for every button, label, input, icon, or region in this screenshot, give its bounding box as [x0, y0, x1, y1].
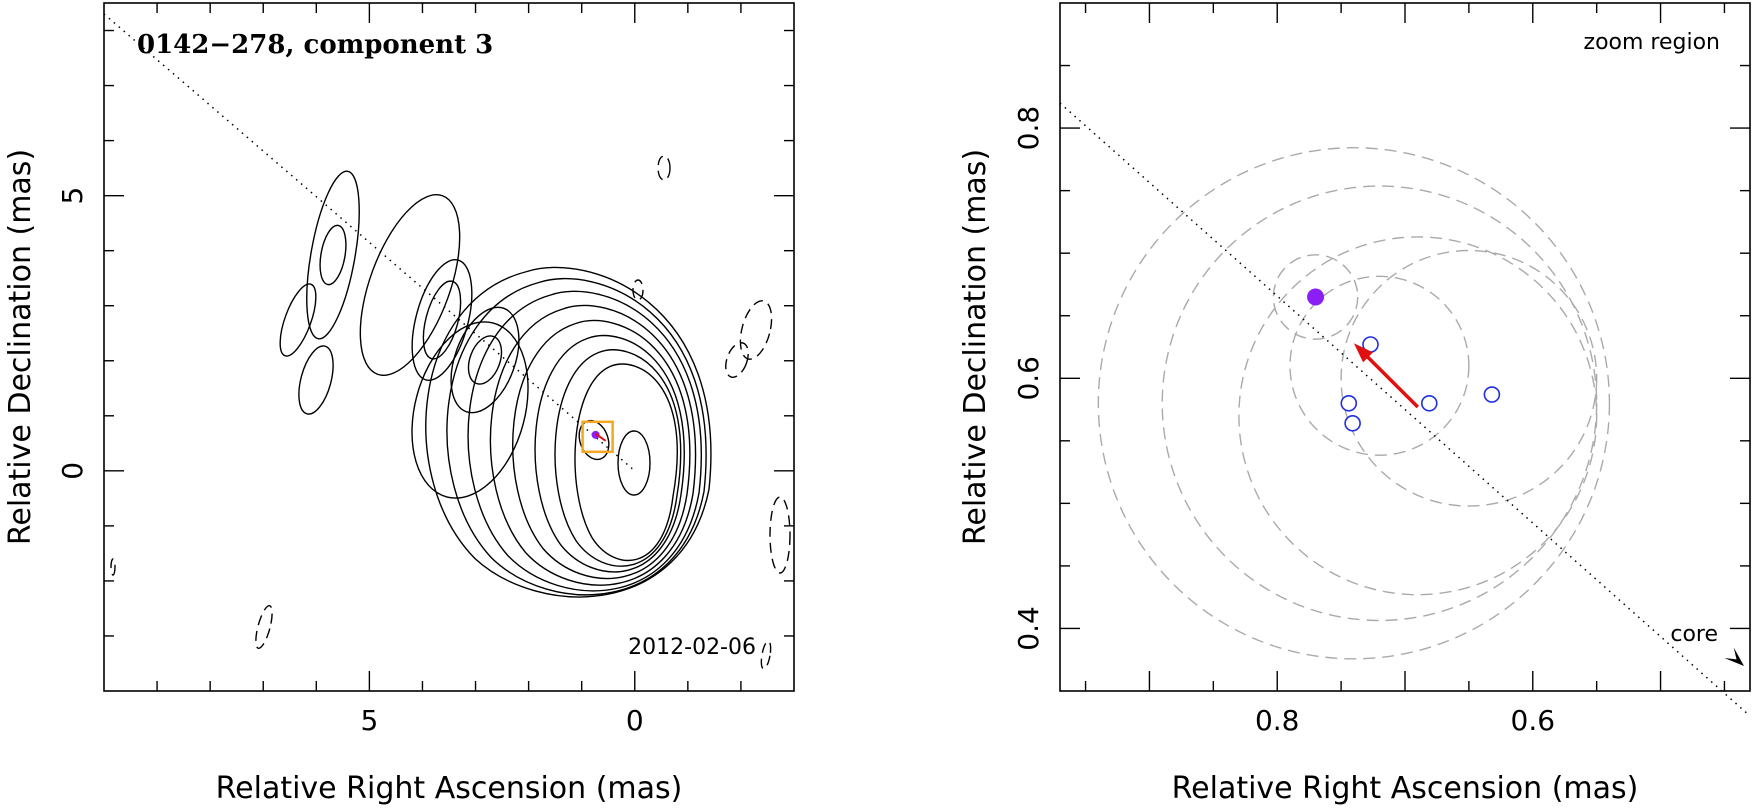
error-circle — [1289, 275, 1470, 456]
position-point — [1483, 386, 1501, 403]
jet-axis-line-zoom — [1059, 102, 1751, 717]
right-x-axis-label: Relative Right Ascension (mas) — [1172, 771, 1639, 806]
error-circles — [1097, 147, 1611, 660]
error-circle — [1340, 249, 1598, 507]
contour-line — [279, 283, 317, 357]
error-circle — [1238, 236, 1598, 596]
contour-line — [411, 321, 529, 499]
contour-line — [306, 170, 360, 340]
contour-line — [467, 290, 702, 592]
velocity-arrow — [1353, 343, 1420, 409]
x-tick-label: 0.8 — [1255, 704, 1300, 737]
contour-line — [725, 342, 749, 378]
x-tick-label: 5 — [360, 704, 378, 737]
velocity-arrow-shaft — [1363, 352, 1420, 409]
y-tick-label: 0 — [56, 462, 89, 480]
left-y-axis-label: Relative Declination (mas) — [3, 149, 38, 545]
right-zoom-panel: 0.8 0.6 0.8 0.6 0.4 zoom region core Relativ… — [958, 2, 1751, 806]
core-label: core — [1670, 622, 1718, 647]
contour-line — [739, 300, 773, 360]
contour-line — [578, 419, 610, 461]
jet-axis-line — [103, 13, 636, 472]
contour-line — [657, 155, 671, 181]
right-plot-frame — [1059, 2, 1751, 692]
contour-line — [512, 319, 691, 580]
zoom-region-label: zoom region — [1584, 30, 1720, 55]
core-direction-arrowhead — [1724, 647, 1744, 666]
contour-line — [574, 363, 678, 562]
contour-line — [319, 224, 347, 286]
contour-line — [489, 304, 697, 586]
contour-line — [359, 193, 461, 377]
epoch-label: 2012-02-06 — [628, 635, 756, 660]
left-plot-frame — [103, 2, 795, 692]
contour-line — [411, 259, 473, 381]
position-point — [1340, 394, 1358, 412]
panel-title: 0142−278, component 3 — [137, 30, 493, 60]
contour-line — [422, 280, 462, 360]
contour-line — [110, 558, 116, 576]
x-tick-label: 0.6 — [1511, 704, 1556, 737]
contour-line — [255, 604, 273, 650]
position-point — [1344, 415, 1361, 432]
contour-line — [632, 279, 644, 301]
left-contour-panel: 5 0 5 0 0142−278, component 3 2012-02-06 Re… — [3, 2, 795, 806]
contour-line — [446, 277, 707, 596]
contour-line — [425, 266, 712, 598]
error-circle — [1272, 254, 1359, 340]
contour-map — [110, 155, 791, 670]
zoom-region-box — [581, 420, 614, 454]
right-axis-ticks: 0.8 0.6 0.8 0.6 0.4 — [1012, 3, 1750, 737]
y-tick-label: 5 — [56, 187, 89, 205]
contour-line — [554, 349, 682, 567]
contour-line — [760, 640, 772, 670]
contour-line — [450, 306, 520, 414]
y-tick-label: 0.4 — [1012, 606, 1045, 651]
error-circle — [1161, 185, 1598, 622]
left-axis-ticks: 5 0 5 0 — [56, 3, 794, 737]
right-y-axis-label: Relative Declination (mas) — [958, 149, 993, 545]
left-x-axis-label: Relative Right Ascension (mas) — [216, 771, 683, 806]
x-tick-label: 0 — [626, 704, 644, 737]
contour-line — [769, 496, 791, 574]
contour-line — [617, 430, 651, 496]
component-marker — [591, 430, 607, 442]
component-velocity-arrow — [595, 432, 607, 442]
component-positions — [1307, 288, 1501, 432]
contour-line — [467, 335, 503, 385]
contour-line — [298, 345, 334, 415]
error-circle — [1097, 147, 1611, 660]
contour-line — [534, 334, 685, 573]
y-tick-label: 0.6 — [1012, 356, 1045, 401]
velocity-arrow-head — [1353, 343, 1373, 363]
mean-position-point — [1307, 288, 1325, 306]
y-tick-label: 0.8 — [1012, 106, 1045, 151]
position-point — [1420, 394, 1438, 412]
